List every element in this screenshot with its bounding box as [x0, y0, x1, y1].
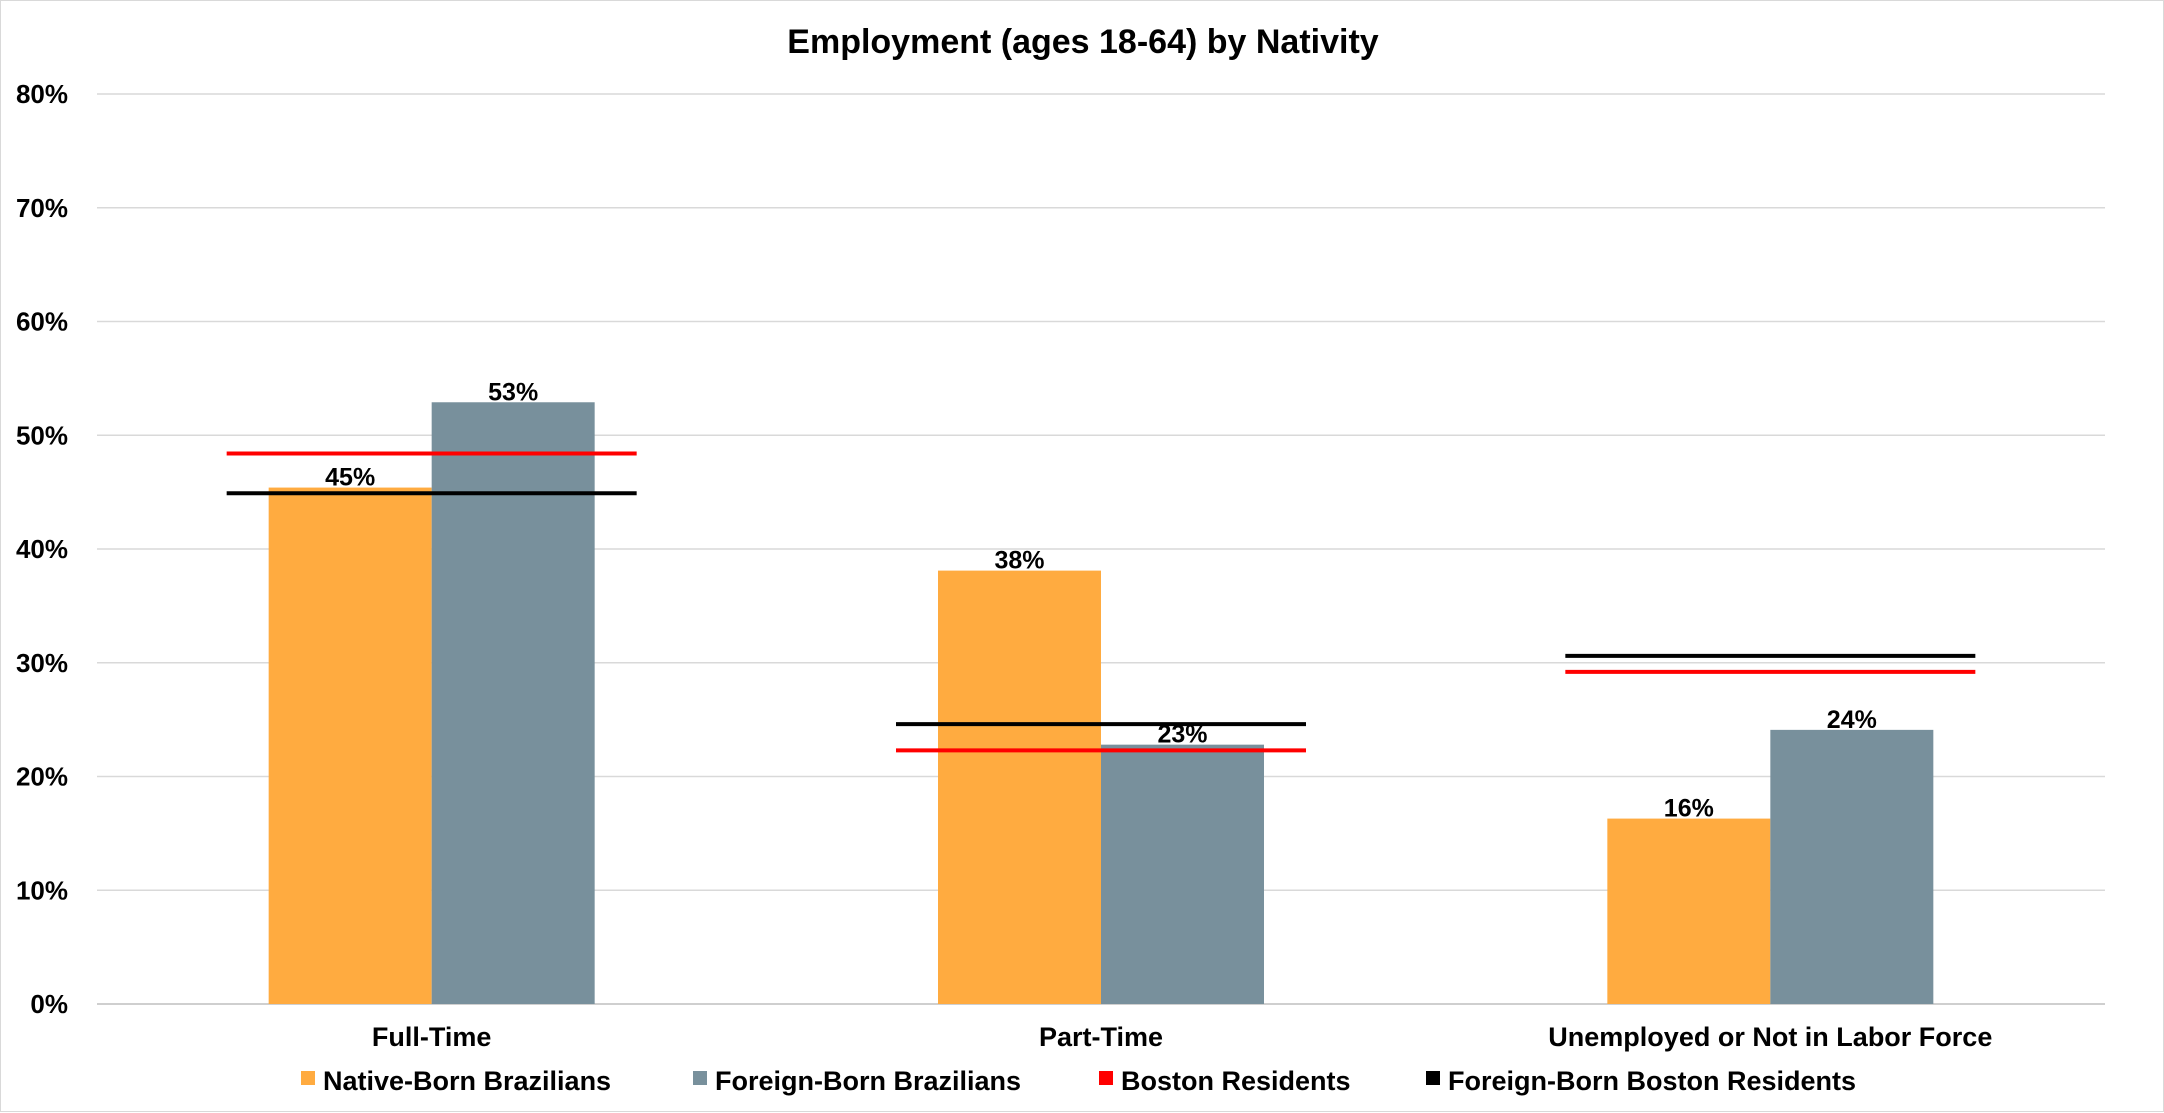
y-tick-label: 50% [16, 420, 68, 450]
data-label: 23% [1157, 721, 1207, 749]
y-tick-label: 30% [16, 648, 68, 678]
y-tick-label: 70% [16, 193, 68, 223]
bar-native-born-brazilians-1 [938, 570, 1101, 1004]
legend-label: Native-Born Brazilians [323, 1066, 611, 1096]
data-label: 38% [994, 547, 1044, 575]
legend-swatch [1099, 1071, 1113, 1085]
legend-label: Boston Residents [1121, 1066, 1351, 1096]
data-label: 53% [488, 378, 538, 406]
chart-title: Employment (ages 18-64) by Nativity [787, 23, 1379, 61]
legend-swatch [1426, 1071, 1440, 1085]
y-tick-label: 20% [16, 762, 68, 792]
data-label: 45% [325, 464, 375, 492]
legend-label: Foreign-Born Brazilians [715, 1066, 1021, 1096]
y-tick-label: 60% [16, 307, 68, 337]
category-label: Full-Time [372, 1022, 492, 1052]
legend: Native-Born Brazilians Foreign-Born Brazi… [301, 1066, 1856, 1096]
bar-native-born-brazilians-2 [1607, 818, 1771, 1004]
y-tick-label: 0% [30, 989, 68, 1019]
data-labels: 45% 53% 38% 23% 16% 24% [325, 378, 1877, 822]
bar-foreign-born-brazilians-0 [431, 402, 595, 1004]
category-label: Part-Time [1039, 1022, 1163, 1052]
legend-swatch [693, 1071, 707, 1085]
bar-native-born-brazilians-0 [268, 487, 432, 1004]
bar-foreign-born-brazilians-1 [1101, 744, 1264, 1004]
y-tick-label: 40% [16, 534, 68, 564]
data-label: 16% [1664, 795, 1714, 823]
y-tick-label: 10% [16, 875, 68, 905]
y-tick-label: 80% [16, 79, 68, 109]
category-label: Unemployed or Not in Labor Force [1548, 1022, 1992, 1052]
reference-lines [226, 451, 1976, 753]
x-axis-categories: Full-Time Part-Time Unemployed or Not in L… [372, 1022, 1992, 1052]
legend-swatch [301, 1071, 315, 1085]
y-axis-ticks: 0% 10% 20% 30% 40% 50% 60% 70% 80% [16, 79, 68, 1019]
bar-layer [268, 402, 1934, 1004]
bar-foreign-born-brazilians-2 [1770, 729, 1934, 1004]
data-label: 24% [1827, 706, 1877, 734]
legend-label: Foreign-Born Boston Residents [1448, 1066, 1856, 1096]
